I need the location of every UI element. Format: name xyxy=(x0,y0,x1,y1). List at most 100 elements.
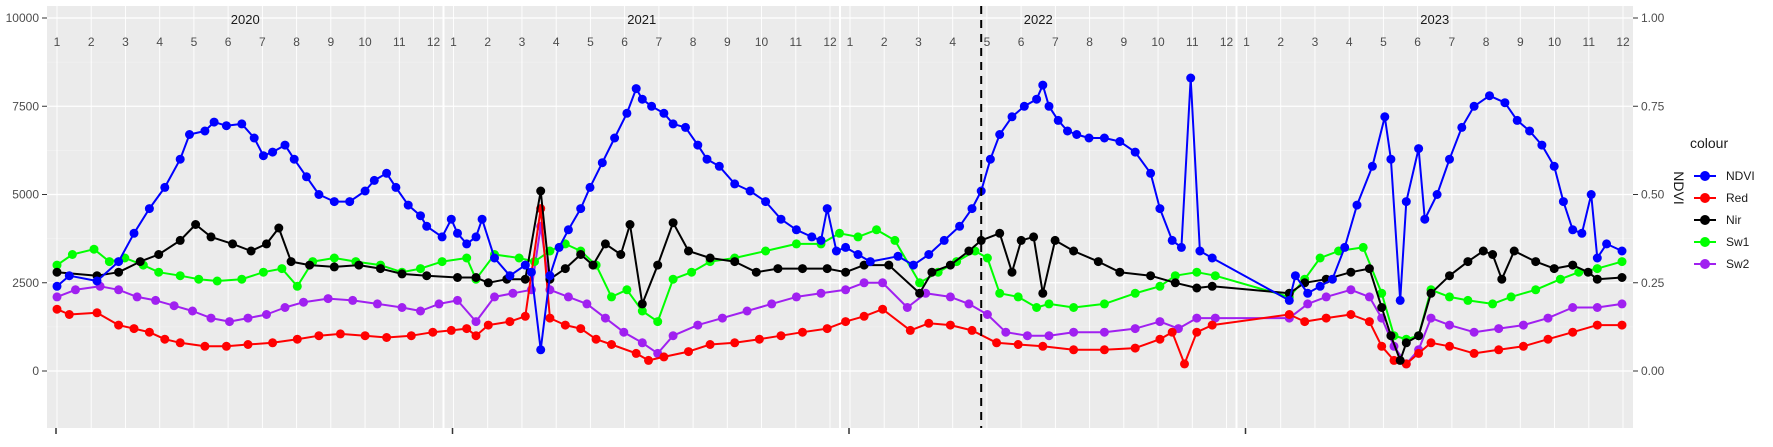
data-point-nir xyxy=(576,250,586,259)
data-point-ndvi xyxy=(1558,197,1568,207)
data-point-nir xyxy=(175,235,185,245)
data-point-nir xyxy=(1509,246,1519,256)
data-point-nir xyxy=(1401,338,1411,348)
data-point-sw2 xyxy=(1617,299,1627,309)
data-point-nir xyxy=(114,267,124,277)
data-point-red xyxy=(314,331,324,341)
data-point-ndvi xyxy=(1512,115,1522,125)
data-point-ndvi xyxy=(1315,281,1325,291)
data-point-ndvi xyxy=(289,154,299,164)
data-point-red xyxy=(243,340,253,349)
y-tick-label-right: 0.75 xyxy=(1641,99,1665,113)
y-tick-label-left: 0 xyxy=(32,364,39,378)
series-red xyxy=(52,204,1627,369)
data-point-ndvi xyxy=(403,200,413,210)
data-point-sw2 xyxy=(434,299,444,309)
data-point-sw2 xyxy=(902,303,912,312)
month-label: 5 xyxy=(191,35,198,49)
data-point-sw1 xyxy=(1488,299,1498,309)
data-point-ndvi xyxy=(831,246,841,256)
data-point-ndvi xyxy=(1432,190,1442,199)
legend-label-sw1: Sw1 xyxy=(1726,235,1750,249)
month-label: 1 xyxy=(450,35,457,49)
data-point-sw1 xyxy=(1377,288,1387,298)
data-point-red xyxy=(1364,317,1374,327)
data-point-sw1 xyxy=(687,267,697,277)
data-point-red xyxy=(1180,359,1189,369)
data-point-sw1 xyxy=(1210,271,1220,281)
data-point-sw2 xyxy=(816,288,826,298)
data-point-nir xyxy=(52,267,62,277)
data-point-red xyxy=(200,341,210,351)
data-point-nir xyxy=(1549,264,1559,274)
data-point-ndvi xyxy=(1072,130,1082,139)
data-point-sw1 xyxy=(154,267,164,277)
data-point-nir xyxy=(1038,288,1048,298)
data-point-red xyxy=(1543,334,1553,344)
data-point-sw2 xyxy=(1069,327,1079,337)
y-tick-label-right: 0.00 xyxy=(1641,364,1665,378)
data-point-sw2 xyxy=(791,292,801,302)
data-point-sw2 xyxy=(262,310,271,319)
data-point-nir xyxy=(483,278,493,288)
data-point-red xyxy=(505,317,515,327)
data-point-sw1 xyxy=(1170,271,1180,281)
data-point-sw1 xyxy=(277,264,287,274)
data-point-nir xyxy=(705,253,715,263)
data-point-ndvi xyxy=(200,126,210,136)
month-label: 11 xyxy=(790,35,803,49)
month-label: 8 xyxy=(690,35,697,49)
data-point-nir xyxy=(976,235,986,245)
month-label: 7 xyxy=(1052,35,1059,49)
y-tick-label-right: 0.50 xyxy=(1641,188,1665,202)
data-point-ndvi xyxy=(237,119,247,129)
data-point-ndvi xyxy=(893,251,903,261)
data-point-red xyxy=(631,348,641,358)
legend-key-marker xyxy=(1700,193,1710,203)
data-point-ndvi xyxy=(360,186,370,196)
data-point-nir xyxy=(884,260,894,270)
data-point-nir xyxy=(927,267,937,277)
data-point-red xyxy=(92,308,102,318)
data-point-red xyxy=(1469,348,1479,358)
data-point-ndvi xyxy=(1207,253,1217,263)
data-point-nir xyxy=(684,246,693,256)
data-point-ndvi xyxy=(1038,80,1048,90)
data-point-sw2 xyxy=(397,303,407,312)
series-ndvi xyxy=(52,73,1627,355)
data-point-red xyxy=(644,355,653,365)
data-point-red xyxy=(52,304,62,314)
data-point-sw1 xyxy=(194,274,204,284)
month-label: 8 xyxy=(1483,35,1490,49)
data-point-ndvi xyxy=(597,158,607,168)
data-point-sw1 xyxy=(995,288,1005,298)
data-point-sw2 xyxy=(582,299,592,309)
data-point-nir xyxy=(286,257,296,267)
data-point-sw2 xyxy=(1346,285,1356,295)
data-point-ndvi xyxy=(490,253,499,263)
data-point-red xyxy=(798,327,807,337)
month-label: 4 xyxy=(1346,35,1353,49)
month-label: 11 xyxy=(1186,35,1199,49)
data-point-nir xyxy=(1445,271,1454,281)
series-layer xyxy=(52,73,1627,369)
data-point-red xyxy=(221,341,231,351)
data-point-sw1 xyxy=(1506,292,1516,302)
data-point-ndvi xyxy=(144,204,154,214)
data-point-sw1 xyxy=(1315,253,1325,263)
data-point-nir xyxy=(1007,267,1017,277)
data-point-sw2 xyxy=(1445,320,1454,330)
month-label: 1 xyxy=(1243,35,1250,49)
data-point-sw1 xyxy=(258,267,268,277)
data-point-ndvi xyxy=(1445,154,1454,164)
data-point-ndvi xyxy=(1414,144,1424,154)
data-point-ndvi xyxy=(668,119,678,129)
data-point-nir xyxy=(822,264,832,274)
data-point-sw2 xyxy=(742,306,752,316)
data-point-red xyxy=(360,331,370,341)
data-point-sw2 xyxy=(1022,331,1032,341)
month-label: 2 xyxy=(484,35,491,49)
data-point-ndvi xyxy=(345,197,355,207)
